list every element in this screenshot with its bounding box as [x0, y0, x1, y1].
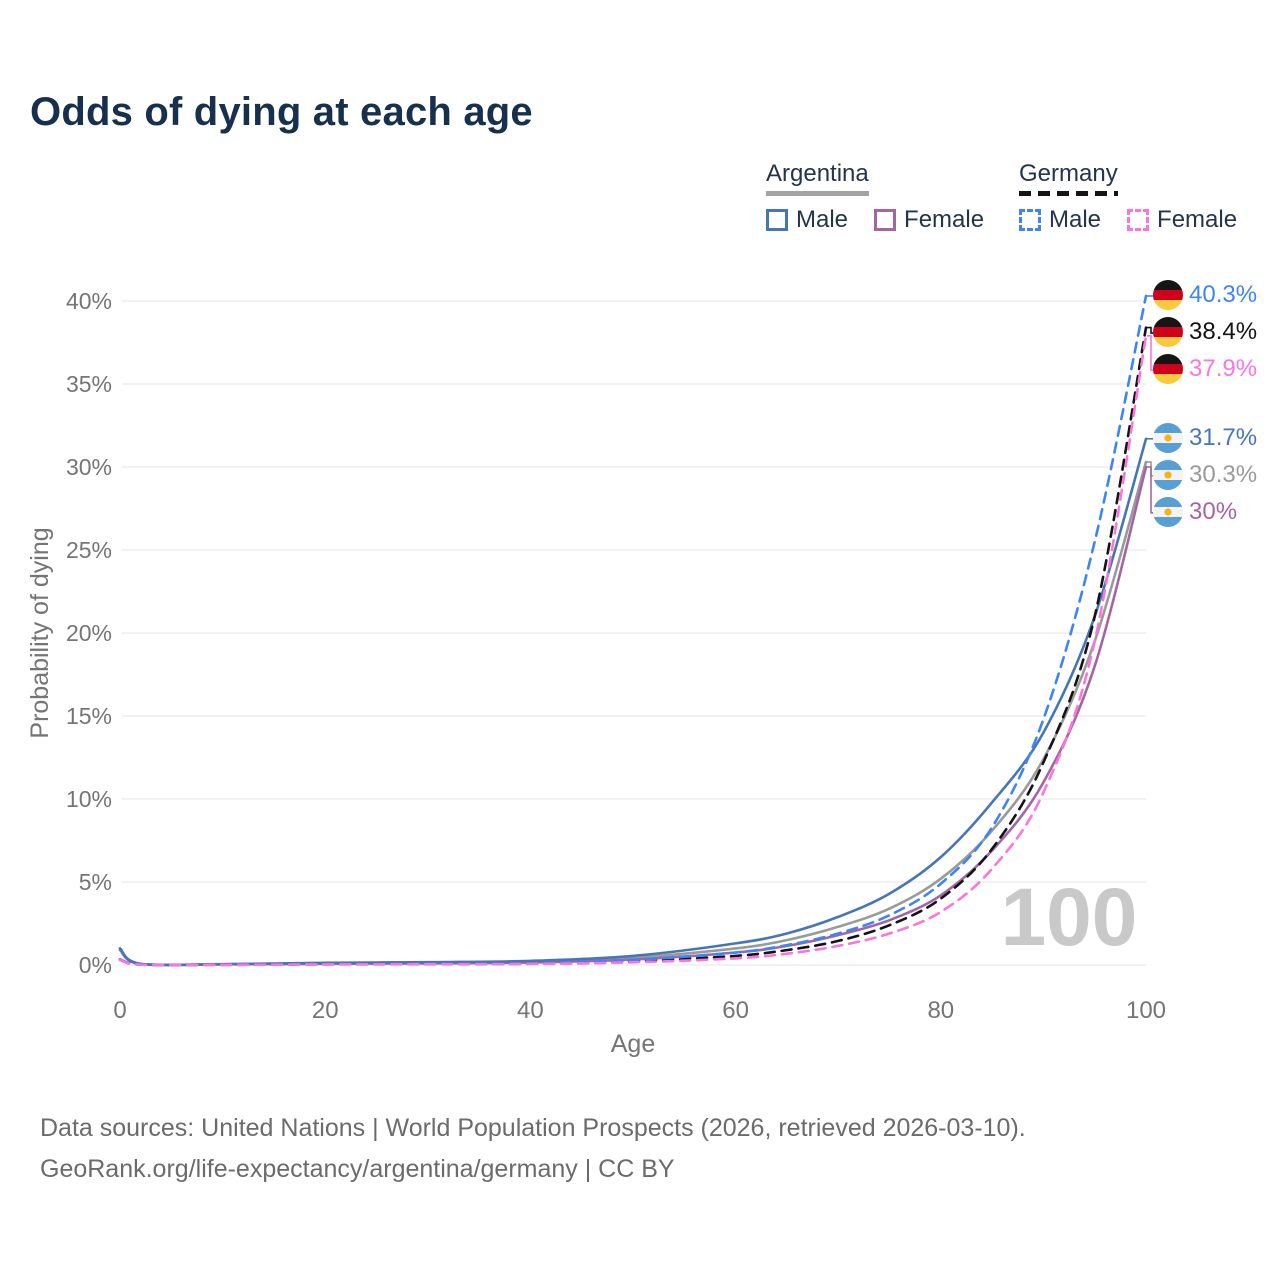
legend-item-germany-male[interactable]: Male: [1019, 206, 1101, 234]
legend-group-germany: Germany Male Female: [1019, 160, 1237, 234]
legend-item-label: Male: [796, 206, 849, 233]
attribution-link-text[interactable]: GeoRank.org/life-expectancy/argentina/ge…: [40, 1155, 675, 1184]
x-axis-title: Age: [611, 1030, 655, 1058]
argentina-flag-icon: [1153, 422, 1183, 453]
leader-line-germany-female: [1147, 335, 1155, 371]
end-label-value: 31.7%: [1189, 423, 1258, 451]
argentina-flag-icon: [1153, 496, 1183, 527]
series-line-argentina-male[interactable]: [118, 437, 1148, 967]
legend-item-argentina-female[interactable]: Female: [874, 206, 984, 234]
page-title: Odds of dying at each age: [30, 90, 533, 134]
legend-group-argentina: Argentina Male Female: [766, 160, 984, 234]
end-label-value: 30%: [1189, 497, 1238, 525]
end-label-argentina-male: 31.7%: [1153, 422, 1258, 453]
argentina-female-swatch: [874, 209, 897, 231]
x-tick-label: 40: [517, 997, 544, 1024]
end-label-germany-female: 37.9%: [1153, 354, 1258, 385]
y-tick-label: 25%: [66, 537, 112, 563]
y-tick-label: 5%: [79, 869, 112, 895]
legend-country-argentina-label: Argentina: [766, 160, 869, 187]
y-tick-label: 35%: [66, 371, 112, 397]
legend-item-germany-female[interactable]: Female: [1127, 206, 1237, 234]
age-frame-watermark: 100: [1001, 872, 1138, 963]
germany-flag-icon: [1153, 317, 1183, 348]
y-axis-title: Probability of dying: [26, 527, 54, 738]
end-label-value: 38.4%: [1189, 318, 1258, 346]
y-tick-label: 40%: [66, 288, 112, 314]
germany-male-swatch: [1019, 209, 1041, 231]
data-sources-text: Data sources: United Nations | World Pop…: [40, 1114, 1026, 1142]
end-label-germany-male: 40.3%: [1153, 280, 1258, 311]
x-tick-label: 100: [1126, 997, 1166, 1024]
series-line-argentina-all[interactable]: [118, 460, 1148, 967]
germany-female-swatch: [1127, 209, 1150, 231]
x-tick-label: 60: [722, 997, 749, 1024]
source-footer: Data sources: United Nations | World Pop…: [40, 1108, 1026, 1191]
y-tick-label: 15%: [66, 703, 112, 729]
y-tick-label: 30%: [66, 454, 112, 480]
legend-country-argentina[interactable]: Argentina: [766, 160, 869, 196]
end-label-argentina-all: 30.3%: [1153, 459, 1258, 490]
legend-item-label: Male: [1049, 206, 1102, 233]
y-tick-label: 0%: [79, 952, 112, 978]
series-line-germany-male[interactable]: [118, 294, 1148, 967]
germany-flag-icon: [1153, 280, 1183, 311]
legend-country-germany-label: Germany: [1019, 160, 1118, 187]
x-tick-label: 20: [312, 997, 339, 1024]
y-tick-label: 20%: [66, 620, 112, 646]
legend-country-germany[interactable]: Germany: [1019, 160, 1118, 196]
end-label-germany-all: 38.4%: [1153, 317, 1258, 348]
series-line-germany-female[interactable]: [118, 334, 1148, 967]
x-tick-label: 0: [113, 997, 126, 1024]
legend-item-label: Female: [1157, 206, 1238, 233]
legend-item-argentina-male[interactable]: Male: [766, 206, 848, 234]
y-tick-label: 10%: [66, 786, 112, 812]
argentina-flag-icon: [1153, 459, 1183, 490]
end-label-value: 30.3%: [1189, 460, 1258, 488]
leader-line-germany-all: [1147, 326, 1155, 334]
leader-line-argentina-female: [1147, 466, 1155, 514]
argentina-male-swatch: [766, 209, 788, 231]
series-line-germany-all[interactable]: [118, 326, 1148, 967]
end-label-value: 37.9%: [1189, 355, 1258, 383]
germany-line-style-swatch: [1019, 191, 1118, 196]
end-label-argentina-female: 30%: [1153, 496, 1238, 527]
legend-item-label: Female: [904, 206, 985, 233]
x-tick-label: 80: [927, 997, 954, 1024]
end-label-value: 40.3%: [1189, 281, 1258, 309]
argentina-line-style-swatch: [766, 191, 869, 196]
germany-flag-icon: [1153, 354, 1183, 385]
